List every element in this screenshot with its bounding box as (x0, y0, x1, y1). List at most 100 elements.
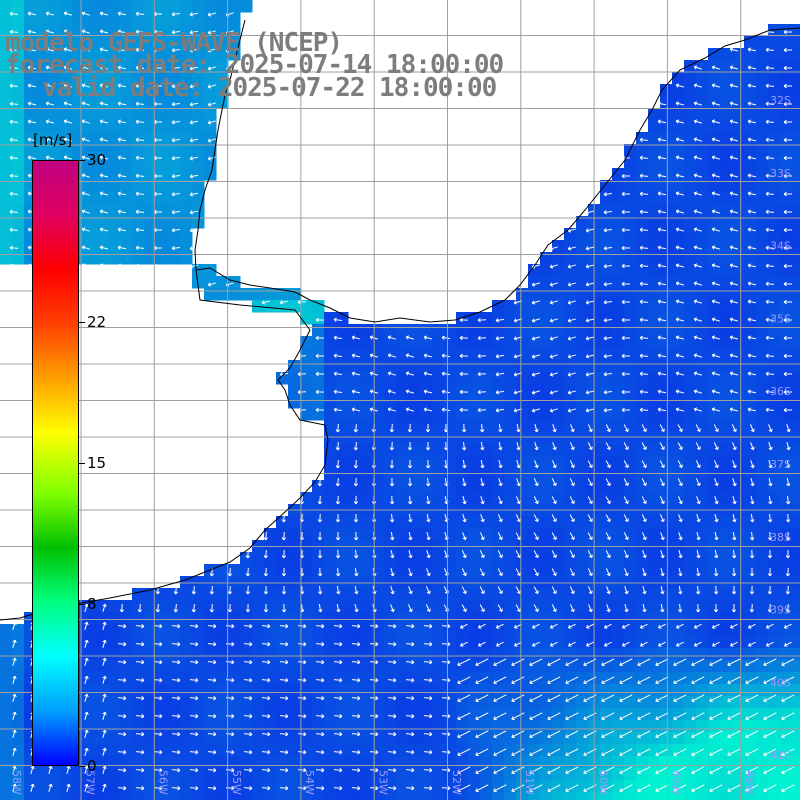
wind-speed-cell (420, 324, 433, 337)
wind-speed-cell (324, 648, 337, 661)
wind-speed-cell (768, 576, 781, 589)
wind-speed-cell (780, 732, 793, 745)
wind-speed-cell (504, 336, 517, 349)
wind-speed-cell (732, 516, 745, 529)
longitude-label: 56W (157, 770, 170, 795)
wind-speed-cell (144, 12, 157, 25)
wind-speed-cell (96, 192, 109, 205)
wind-speed-cell (576, 564, 589, 577)
wind-speed-cell (180, 624, 193, 637)
wind-speed-cell (792, 192, 800, 205)
wind-speed-cell (540, 312, 553, 325)
wind-speed-cell (612, 324, 625, 337)
wind-speed-cell (180, 240, 193, 253)
wind-speed-cell (444, 720, 457, 733)
wind-speed-cell (708, 420, 721, 433)
wind-speed-cell (468, 612, 481, 625)
wind-speed-cell (108, 48, 121, 61)
wind-speed-cell (288, 384, 301, 397)
wind-speed-cell (504, 468, 517, 481)
wind-speed-cell (792, 288, 800, 301)
wind-speed-cell (168, 48, 181, 61)
wind-speed-cell (768, 564, 781, 577)
wind-speed-cell (564, 684, 577, 697)
wind-speed-cell (12, 156, 25, 169)
wind-speed-cell (660, 120, 673, 133)
wind-speed-cell (636, 192, 649, 205)
wind-speed-cell (312, 576, 325, 589)
wind-speed-cell (612, 780, 625, 793)
wind-speed-cell (636, 456, 649, 469)
wind-speed-cell (768, 180, 781, 193)
wind-speed-cell (312, 588, 325, 601)
wind-speed-cell (156, 72, 169, 85)
wind-speed-cell (168, 252, 181, 265)
wind-speed-cell (96, 684, 109, 697)
wind-speed-cell (708, 396, 721, 409)
wind-speed-cell (612, 264, 625, 277)
wind-speed-cell (348, 672, 361, 685)
wind-speed-cell (720, 432, 733, 445)
wind-speed-cell (348, 600, 361, 613)
wind-speed-cell (432, 792, 445, 800)
wind-speed-cell (108, 240, 121, 253)
wind-speed-cell (252, 564, 265, 577)
wind-speed-cell (156, 180, 169, 193)
wind-speed-cell (576, 336, 589, 349)
wind-speed-cell (672, 288, 685, 301)
wind-speed-cell (492, 312, 505, 325)
wind-speed-cell (0, 60, 13, 73)
wind-speed-cell (396, 552, 409, 565)
wind-speed-cell (60, 120, 73, 133)
wind-speed-cell (456, 324, 469, 337)
wind-speed-cell (792, 324, 800, 337)
wind-speed-cell (708, 492, 721, 505)
wind-speed-cell (684, 612, 697, 625)
wind-speed-cell (312, 612, 325, 625)
wind-speed-cell (96, 732, 109, 745)
wind-speed-cell (684, 708, 697, 721)
wind-speed-cell (468, 660, 481, 673)
wind-speed-cell (768, 480, 781, 493)
wind-speed-cell (144, 36, 157, 49)
wind-speed-cell (12, 72, 25, 85)
wind-speed-cell (552, 360, 565, 373)
wind-speed-cell (36, 48, 49, 61)
wind-speed-cell (144, 252, 157, 265)
wind-speed-cell (732, 120, 745, 133)
wind-speed-cell (672, 360, 685, 373)
wind-speed-cell (192, 648, 205, 661)
wind-speed-cell (204, 792, 217, 800)
wind-speed-cell (456, 564, 469, 577)
wind-speed-cell (612, 600, 625, 613)
wind-speed-cell (660, 84, 673, 97)
wind-speed-cell (348, 576, 361, 589)
wind-speed-cell (432, 336, 445, 349)
wind-speed-cell (324, 396, 337, 409)
wind-speed-cell (204, 156, 217, 169)
wind-speed-cell (792, 36, 800, 49)
wind-speed-cell (96, 720, 109, 733)
wind-speed-cell (648, 576, 661, 589)
wind-speed-cell (720, 264, 733, 277)
wind-speed-cell (12, 708, 25, 721)
wind-speed-cell (624, 264, 637, 277)
wind-speed-cell (240, 672, 253, 685)
wind-speed-cell (168, 648, 181, 661)
wind-speed-cell (132, 624, 145, 637)
wind-speed-cell (732, 624, 745, 637)
wind-speed-cell (132, 48, 145, 61)
wind-speed-cell (240, 624, 253, 637)
wind-speed-cell (336, 408, 349, 421)
wind-speed-cell (732, 144, 745, 157)
wind-speed-cell (672, 600, 685, 613)
wind-speed-cell (636, 624, 649, 637)
wind-speed-cell (384, 684, 397, 697)
wind-speed-cell (264, 552, 277, 565)
wind-speed-cell (456, 624, 469, 637)
wind-speed-cell (504, 732, 517, 745)
wind-speed-cell (492, 792, 505, 800)
wind-speed-cell (360, 492, 373, 505)
wind-speed-cell (636, 684, 649, 697)
